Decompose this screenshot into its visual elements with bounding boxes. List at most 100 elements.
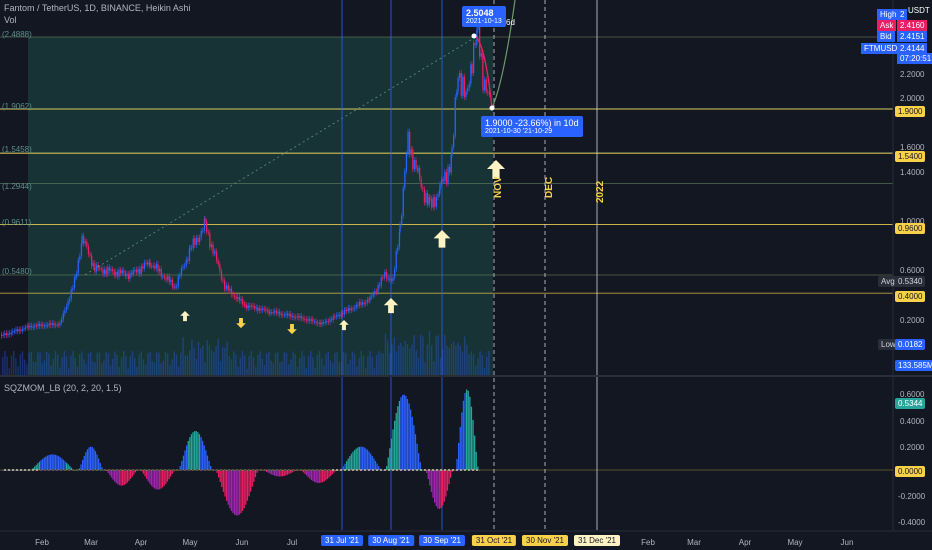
momentum-bar	[123, 470, 125, 485]
candle-body	[342, 313, 344, 315]
momentum-bar	[48, 454, 50, 470]
symbol-legend[interactable]: Fantom / TetherUS, 1D, BINANCE, Heikin A…	[4, 3, 191, 13]
candle-body	[386, 272, 388, 279]
candle-body	[39, 323, 41, 326]
volume-bar	[217, 338, 219, 375]
candle-body	[346, 310, 348, 312]
candle-body	[427, 193, 429, 205]
candle-body	[377, 285, 379, 293]
momentum-bar	[51, 454, 53, 470]
momentum-bar	[144, 470, 146, 477]
candle-body	[456, 91, 458, 98]
candle-body	[89, 254, 91, 256]
volume-bar	[195, 359, 197, 375]
momentum-bar	[398, 400, 401, 470]
momentum-bar	[70, 467, 73, 470]
volume-bar	[294, 354, 296, 375]
measure-bottom-text: 1.9000 -23.66%) in 10d	[485, 118, 579, 128]
volume-bar	[72, 351, 74, 375]
candle-body	[100, 268, 103, 270]
volume-bar	[83, 359, 85, 375]
indicator-tick: 0.4000	[900, 417, 925, 426]
volume-legend[interactable]: Vol	[4, 15, 17, 25]
measure-top-box[interactable]: 2.5048 2021-10-13	[462, 6, 506, 27]
ask-name-tag: Ask	[877, 20, 897, 31]
momentum-bar	[342, 466, 345, 470]
candle-body	[171, 279, 174, 287]
volume-bar	[327, 351, 329, 375]
level-tag: 0.9600	[895, 223, 926, 234]
volume-bar	[180, 352, 182, 375]
candle-body	[23, 328, 25, 330]
candle-body	[159, 268, 161, 272]
volume-bar	[261, 358, 263, 375]
volume-bar	[30, 351, 32, 375]
candle-body	[369, 296, 371, 301]
momentum-bar	[274, 470, 276, 476]
candle-body	[34, 325, 36, 327]
measure-bottom-box[interactable]: 1.9000 -23.66%) in 10d 2021-10-30 '21-10…	[481, 116, 583, 137]
candle-body	[484, 79, 486, 91]
volume-bar	[475, 365, 477, 375]
momentum-bar	[66, 462, 68, 470]
momentum-bar	[229, 470, 231, 509]
candle-body	[257, 307, 259, 311]
momentum-bar	[469, 396, 471, 470]
momentum-bar	[38, 461, 41, 470]
momentum-bar	[240, 470, 242, 514]
candle-body	[321, 322, 323, 325]
volume-bar	[37, 352, 39, 375]
candle-body	[467, 88, 469, 92]
momentum-bar	[230, 470, 233, 512]
candle-body	[419, 167, 421, 179]
candle-body	[339, 315, 341, 317]
momentum-bar	[318, 470, 321, 483]
momentum-bar	[61, 458, 63, 470]
volume-bar	[43, 360, 46, 375]
volume-bar	[191, 339, 193, 375]
momentum-bar	[443, 470, 445, 502]
volume-bar	[340, 361, 343, 375]
volume-bar	[145, 364, 147, 375]
candle-body	[324, 321, 326, 323]
volume-bar	[263, 365, 266, 375]
momentum-bar	[346, 461, 348, 470]
volume-bar	[129, 355, 131, 375]
momentum-bar	[365, 448, 367, 470]
volume-bar	[147, 353, 149, 375]
candle-body	[402, 187, 404, 216]
price-tick: 1.0000	[900, 217, 925, 226]
indicator-legend[interactable]: SQZMOM_LB (20, 2, 20, 1.5)	[4, 383, 122, 393]
candle-body	[134, 269, 136, 271]
candle-body	[214, 252, 216, 254]
momentum-bar	[222, 470, 225, 492]
volume-bar	[48, 353, 50, 375]
momentum-bar	[402, 395, 404, 470]
candle-body	[244, 304, 246, 306]
volume-bar	[299, 357, 301, 375]
candle-body	[293, 316, 295, 318]
candle-body	[465, 91, 467, 98]
momentum-bar	[206, 455, 209, 470]
x-date-tag: 30 Nov '21	[522, 535, 568, 546]
volume-bar	[109, 365, 112, 375]
volume-bar	[151, 361, 153, 375]
momentum-bar	[162, 470, 164, 488]
candle-body	[265, 309, 267, 311]
candle-body	[168, 276, 170, 282]
momentum-bar	[355, 448, 357, 470]
candle-body	[74, 276, 76, 280]
candle-body	[375, 291, 378, 293]
volume-bar	[28, 353, 30, 375]
symbol-tag: FTMUSDT	[861, 43, 906, 54]
momentum-bar	[403, 394, 405, 470]
momentum-bar	[160, 470, 162, 489]
volume-bar	[90, 351, 92, 375]
volume-bar	[391, 344, 393, 375]
measure-start-point	[471, 33, 477, 39]
indicator-tick: 0.6000	[900, 390, 925, 399]
volume-bar	[197, 341, 200, 375]
momentum-bar	[190, 434, 193, 470]
candle-body	[425, 193, 427, 203]
